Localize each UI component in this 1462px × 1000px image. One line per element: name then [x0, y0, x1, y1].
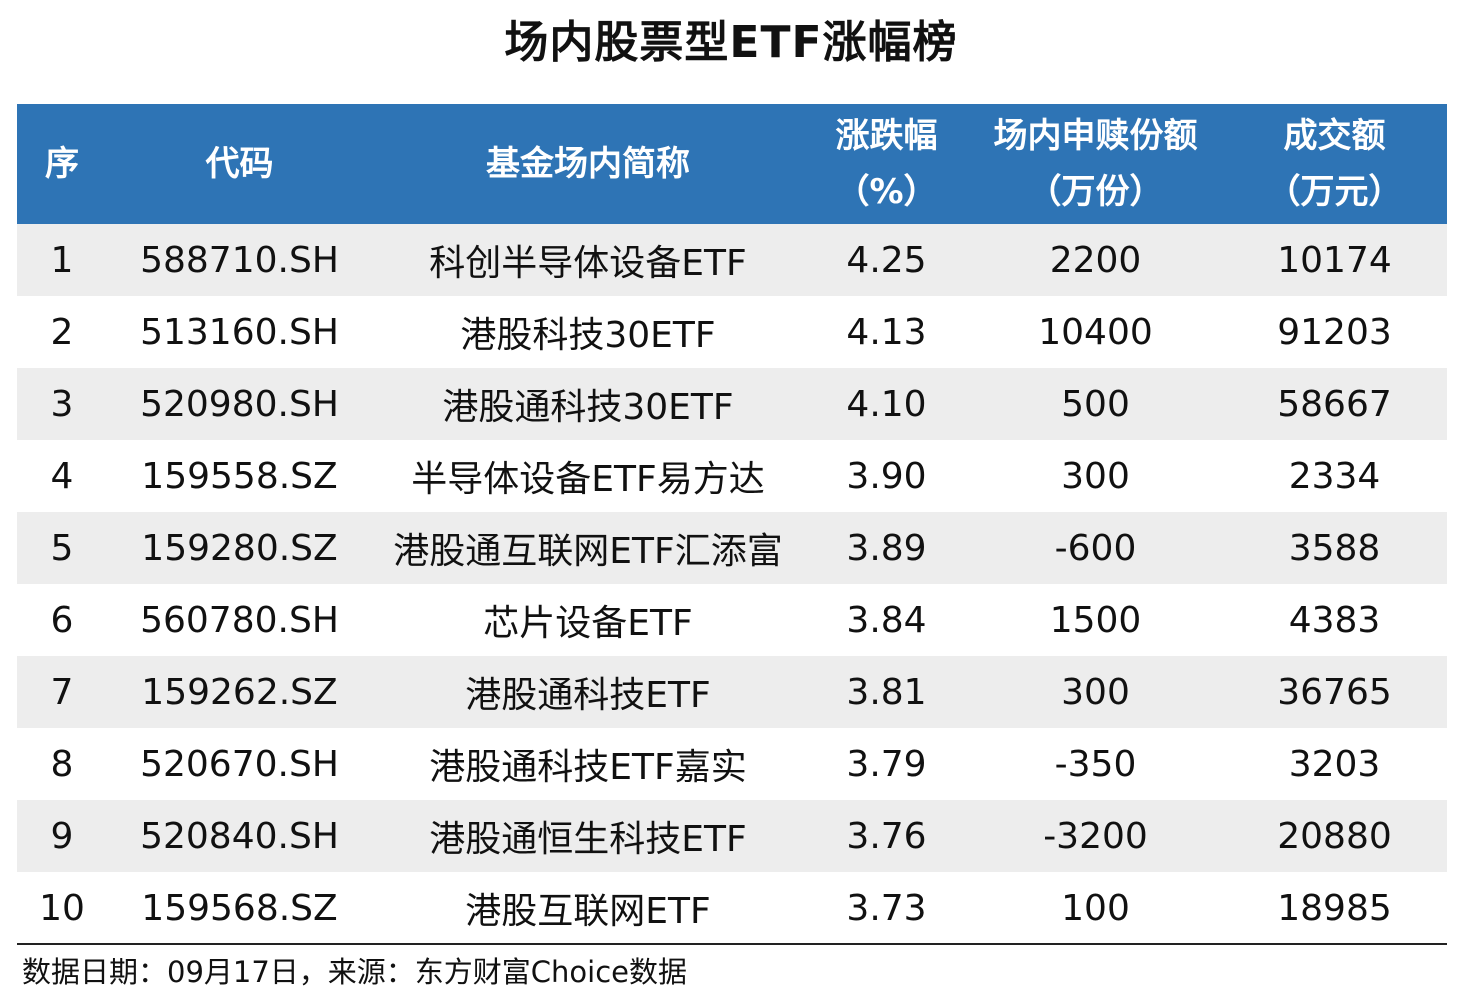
- header-rank: 序: [17, 104, 107, 224]
- table-row: 10 159568.SZ 港股互联网ETF 3.73 100 18985: [17, 872, 1447, 944]
- cell-change: 3.84: [804, 584, 969, 656]
- cell-turnover: 3203: [1222, 728, 1447, 800]
- cell-rank: 7: [17, 656, 107, 728]
- header-name: 基金场内简称: [372, 104, 804, 224]
- cell-subscription: -600: [969, 512, 1222, 584]
- table-row: 6 560780.SH 芯片设备ETF 3.84 1500 4383: [17, 584, 1447, 656]
- cell-subscription: 300: [969, 440, 1222, 512]
- cell-code: 520840.SH: [107, 800, 372, 872]
- cell-rank: 5: [17, 512, 107, 584]
- cell-subscription: 500: [969, 368, 1222, 440]
- cell-code: 159568.SZ: [107, 872, 372, 944]
- cell-rank: 8: [17, 728, 107, 800]
- table-header-row: 序 代码 基金场内简称 涨跌幅 （%） 场内申赎份额 （万份） 成交额 （万元）: [17, 104, 1447, 224]
- cell-turnover: 10174: [1222, 224, 1447, 296]
- header-subscription: 场内申赎份额 （万份）: [969, 104, 1222, 224]
- cell-name: 港股通互联网ETF汇添富: [372, 512, 804, 584]
- cell-subscription: 2200: [969, 224, 1222, 296]
- data-source-note: 数据日期：09月17日，来源：东方财富Choice数据: [22, 955, 688, 989]
- cell-code: 159280.SZ: [107, 512, 372, 584]
- cell-code: 159558.SZ: [107, 440, 372, 512]
- cell-subscription: 1500: [969, 584, 1222, 656]
- table-row: 3 520980.SH 港股通科技30ETF 4.10 500 58667: [17, 368, 1447, 440]
- cell-subscription: -3200: [969, 800, 1222, 872]
- header-change-unit: （%）: [835, 172, 938, 212]
- cell-code: 560780.SH: [107, 584, 372, 656]
- table-row: 7 159262.SZ 港股通科技ETF 3.81 300 36765: [17, 656, 1447, 728]
- cell-turnover: 20880: [1222, 800, 1447, 872]
- header-turnover-label: 成交额: [1283, 116, 1386, 156]
- cell-rank: 10: [17, 872, 107, 944]
- cell-name: 科创半导体设备ETF: [372, 224, 804, 296]
- cell-name: 港股通科技ETF: [372, 656, 804, 728]
- cell-name: 港股互联网ETF: [372, 872, 804, 944]
- cell-change: 3.76: [804, 800, 969, 872]
- header-turnover-unit: （万元）: [1266, 172, 1403, 212]
- cell-subscription: 10400: [969, 296, 1222, 368]
- page-title: 场内股票型ETF涨幅榜: [504, 17, 958, 68]
- cell-turnover: 4383: [1222, 584, 1447, 656]
- cell-turnover: 36765: [1222, 656, 1447, 728]
- cell-subscription: -350: [969, 728, 1222, 800]
- table-row: 5 159280.SZ 港股通互联网ETF汇添富 3.89 -600 3588: [17, 512, 1447, 584]
- cell-rank: 4: [17, 440, 107, 512]
- etf-ranking-table: 序 代码 基金场内简称 涨跌幅 （%） 场内申赎份额 （万份） 成交额 （万元）…: [17, 104, 1447, 944]
- cell-name: 港股通科技30ETF: [372, 368, 804, 440]
- table-row: 1 588710.SH 科创半导体设备ETF 4.25 2200 10174: [17, 224, 1447, 296]
- cell-turnover: 3588: [1222, 512, 1447, 584]
- cell-rank: 1: [17, 224, 107, 296]
- cell-turnover: 91203: [1222, 296, 1447, 368]
- cell-subscription: 300: [969, 656, 1222, 728]
- cell-code: 520980.SH: [107, 368, 372, 440]
- cell-change: 3.90: [804, 440, 969, 512]
- header-subscription-label: 场内申赎份额: [993, 116, 1198, 156]
- header-code: 代码: [107, 104, 372, 224]
- table-row: 4 159558.SZ 半导体设备ETF易方达 3.90 300 2334: [17, 440, 1447, 512]
- cell-code: 588710.SH: [107, 224, 372, 296]
- header-change-label: 涨跌幅: [835, 116, 938, 156]
- cell-change: 4.13: [804, 296, 969, 368]
- cell-name: 港股科技30ETF: [372, 296, 804, 368]
- cell-name: 港股通科技ETF嘉实: [372, 728, 804, 800]
- cell-code: 159262.SZ: [107, 656, 372, 728]
- footer-divider: [17, 943, 1447, 945]
- cell-turnover: 18985: [1222, 872, 1447, 944]
- header-subscription-unit: （万份）: [1027, 172, 1164, 212]
- cell-change: 3.89: [804, 512, 969, 584]
- cell-turnover: 58667: [1222, 368, 1447, 440]
- table-row: 9 520840.SH 港股通恒生科技ETF 3.76 -3200 20880: [17, 800, 1447, 872]
- cell-subscription: 100: [969, 872, 1222, 944]
- table-row: 8 520670.SH 港股通科技ETF嘉实 3.79 -350 3203: [17, 728, 1447, 800]
- cell-change: 4.25: [804, 224, 969, 296]
- cell-rank: 9: [17, 800, 107, 872]
- table-row: 2 513160.SH 港股科技30ETF 4.13 10400 91203: [17, 296, 1447, 368]
- cell-change: 3.73: [804, 872, 969, 944]
- cell-rank: 6: [17, 584, 107, 656]
- cell-name: 港股通恒生科技ETF: [372, 800, 804, 872]
- cell-rank: 3: [17, 368, 107, 440]
- cell-name: 芯片设备ETF: [372, 584, 804, 656]
- cell-code: 513160.SH: [107, 296, 372, 368]
- cell-rank: 2: [17, 296, 107, 368]
- cell-turnover: 2334: [1222, 440, 1447, 512]
- header-change: 涨跌幅 （%）: [804, 104, 969, 224]
- cell-change: 4.10: [804, 368, 969, 440]
- header-turnover: 成交额 （万元）: [1222, 104, 1447, 224]
- cell-change: 3.79: [804, 728, 969, 800]
- cell-name: 半导体设备ETF易方达: [372, 440, 804, 512]
- cell-code: 520670.SH: [107, 728, 372, 800]
- cell-change: 3.81: [804, 656, 969, 728]
